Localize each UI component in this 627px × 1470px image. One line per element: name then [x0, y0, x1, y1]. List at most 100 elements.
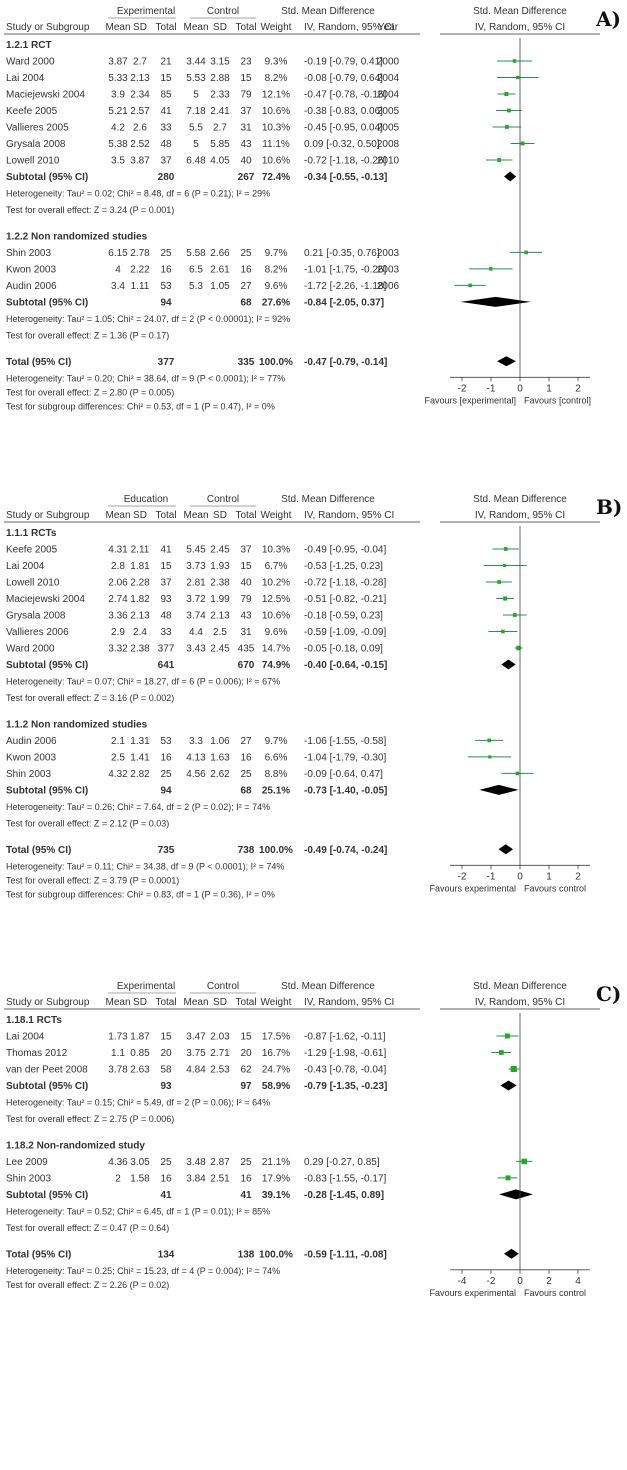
subgroup-title: 1.2.2 Non randomized studies: [6, 231, 148, 242]
subtotal-row-total2: 68: [240, 785, 252, 796]
study-row-mean2: 6.48: [186, 156, 206, 167]
x-tick-label: 2: [575, 871, 581, 882]
column-header: Total: [235, 22, 256, 33]
panel-label: C): [596, 982, 621, 1006]
study-row-weight: 9.7%: [265, 736, 288, 747]
study-row-total2: 62: [240, 1065, 252, 1076]
study-row-total2: 16: [240, 752, 252, 763]
study-row-box: [497, 580, 501, 584]
study-row-mean1: 2.9: [111, 627, 125, 638]
study-row-label: Lowell 2010: [6, 578, 60, 589]
study-row-year: 2006: [377, 281, 400, 292]
subtotal-row-total2: 97: [240, 1081, 252, 1092]
favours-left-label: Favours experimental: [429, 883, 516, 893]
effect-header: Std. Mean Difference: [281, 6, 375, 17]
column-header: SD: [213, 997, 227, 1008]
study-row-mean2: 3.72: [186, 594, 206, 605]
subtotal-row-ci: -0.84 [-2.05, 0.37]: [304, 297, 384, 308]
favours-right-label: Favours control: [524, 1288, 586, 1298]
subtotal-row-weight: 72.4%: [262, 172, 290, 183]
study-row-weight: 12.1%: [262, 90, 290, 101]
study-row-sd2: 3.15: [210, 57, 230, 68]
study-row-mean1: 3.4: [111, 281, 125, 292]
study-row-sd1: 2.7: [133, 57, 147, 68]
study-row-mean2: 5.45: [186, 545, 206, 556]
study-row-label: Shin 2003: [6, 248, 51, 259]
study-row-mean2: 2.81: [186, 578, 206, 589]
study-row-mean1: 2.74: [108, 594, 128, 605]
study-row-total2: 25: [240, 1157, 252, 1168]
study-row-mean2: 3.48: [186, 1157, 206, 1168]
subtotal-row-diamond: [498, 1189, 533, 1200]
study-row-mean2: 3.44: [186, 57, 206, 68]
study-row-total2: 79: [240, 90, 252, 101]
study-row-total2: 16: [240, 264, 252, 275]
column-header: Total: [235, 510, 256, 521]
subtotal-row-diamond: [504, 171, 517, 182]
study-row-total1: 25: [160, 769, 172, 780]
study-row-ci: -0.43 [-0.78, -0.04]: [304, 1065, 386, 1076]
favours-right-label: Favours control: [524, 883, 586, 893]
study-row-label: Vallieres 2006: [6, 627, 69, 638]
study-row-sd1: 2.4: [133, 627, 147, 638]
study-row-mean2: 3.73: [186, 561, 206, 572]
study-row-sd2: 2.03: [210, 1032, 230, 1043]
subgroup-title: 1.18.2 Non-randomized study: [6, 1140, 145, 1151]
study-row-box: [504, 1033, 510, 1039]
study-row-sd2: 2.62: [210, 769, 230, 780]
study-row-box: [512, 59, 517, 63]
total-row-total2: 335: [238, 357, 255, 368]
study-row-sd2: 4.05: [210, 156, 230, 167]
study-row-weight: 8.2%: [265, 264, 288, 275]
study-row-sd1: 2.63: [130, 1065, 150, 1076]
study-row-box: [488, 755, 492, 759]
study-row-weight: 6.6%: [265, 752, 288, 763]
study-row-mean1: 4.31: [108, 545, 128, 556]
study-row-mean2: 7.18: [186, 106, 206, 117]
study-row-year: 2003: [377, 248, 400, 259]
study-row-mean1: 3.78: [108, 1065, 128, 1076]
forest-plot-panel-c: C) Experimental Control Std. Mean Differenc…: [4, 981, 621, 1298]
study-row-sd2: 1.05: [210, 281, 230, 292]
study-row-box: [503, 563, 507, 568]
study-row-total1: 41: [160, 545, 172, 556]
study-row-sd2: 2.51: [210, 1173, 230, 1184]
study-row-sd2: 2.33: [210, 90, 230, 101]
study-row-label: Lai 2004: [6, 561, 45, 572]
plot-effect-header: Std. Mean Difference: [473, 494, 567, 505]
study-row-mean1: 3.87: [108, 57, 128, 68]
study-row-box: [468, 283, 472, 288]
column-header: Total: [235, 997, 256, 1008]
study-row-weight: 12.5%: [262, 594, 290, 605]
study-row-mean2: 5.53: [186, 73, 206, 84]
study-row-label: Lai 2004: [6, 1032, 45, 1043]
footer-text: Heterogeneity: Tau² = 0.11; Chi² = 34.38…: [6, 861, 284, 871]
total-row-ci: -0.47 [-0.79, -0.14]: [304, 357, 387, 368]
x-tick-label: -4: [458, 1276, 467, 1287]
column-header: SD: [213, 510, 227, 521]
column-header: Study or Subgroup: [6, 22, 90, 33]
subtotal-row-label: Subtotal (95% CI): [6, 172, 88, 183]
x-tick-label: 2: [575, 383, 581, 394]
study-row-sd1: 2.13: [130, 611, 150, 622]
study-row-box: [487, 738, 492, 743]
total-row-total2: 738: [238, 845, 255, 856]
study-row-mean1: 4: [115, 264, 121, 275]
study-row-sd1: 1.31: [130, 736, 150, 747]
study-row-ci: 0.29 [-0.27, 0.85]: [304, 1157, 380, 1168]
study-row-total1: 48: [160, 139, 172, 150]
study-row-sd1: 2.78: [130, 248, 150, 259]
study-row-box: [516, 645, 521, 651]
study-row-sd1: 3.05: [130, 1157, 150, 1168]
heterogeneity-text: Heterogeneity: Tau² = 0.07; Chi² = 18.27…: [6, 677, 280, 687]
total-row-diamond: [503, 1248, 519, 1259]
subtotal-row-total2: 41: [240, 1190, 252, 1201]
study-row-mean2: 3.43: [186, 644, 206, 655]
x-tick-label: 2: [546, 1276, 552, 1287]
subtotal-row-label: Subtotal (95% CI): [6, 297, 88, 308]
study-row-weight: 17.9%: [262, 1173, 290, 1184]
study-row-total2: 43: [240, 139, 252, 150]
plot-effect-header: Std. Mean Difference: [473, 6, 567, 17]
column-header: Mean: [183, 510, 208, 521]
study-row-sd1: 1.82: [130, 594, 150, 605]
